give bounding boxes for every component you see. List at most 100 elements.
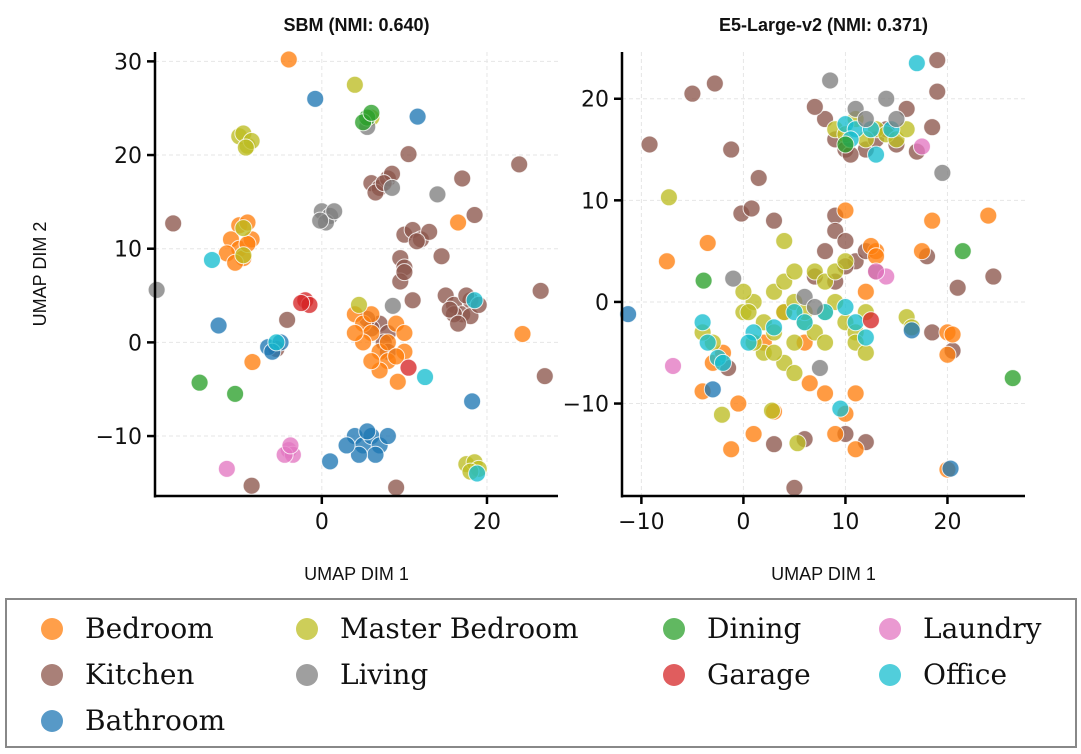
data-point	[867, 145, 886, 164]
data-point	[933, 163, 952, 182]
data-point	[795, 313, 814, 332]
data-point	[856, 282, 875, 301]
legend: Bedroom Kitchen Bathroom Master Bedroom Livi…	[5, 598, 1077, 748]
legend-marker	[663, 617, 685, 640]
x-tick-label: 10	[831, 510, 859, 535]
data-point	[513, 324, 532, 343]
data-point	[420, 222, 439, 241]
data-point	[432, 247, 451, 266]
data-point	[449, 213, 468, 232]
data-point	[923, 118, 942, 137]
legend-item-garage: Garage	[663, 658, 811, 691]
data-point	[938, 345, 957, 364]
data-point	[683, 84, 702, 103]
data-point	[428, 185, 447, 204]
data-point	[279, 50, 298, 69]
legend-marker	[879, 617, 901, 640]
series-master-bedroom	[230, 75, 488, 481]
series-living	[724, 71, 952, 377]
series-garage	[861, 311, 880, 330]
data-point	[358, 422, 377, 441]
data-point	[267, 333, 286, 352]
legend-marker	[663, 663, 685, 686]
data-point	[775, 231, 794, 250]
data-point	[234, 246, 253, 265]
data-point	[943, 325, 962, 344]
series-laundry	[217, 436, 302, 478]
data-point	[449, 314, 468, 333]
data-point	[705, 74, 724, 93]
data-point	[510, 155, 529, 174]
series-office	[202, 250, 487, 483]
data-point	[722, 440, 741, 459]
data-point	[465, 205, 484, 224]
data-point	[856, 343, 875, 362]
umap-comparison-chart: 0 20 −10 0 10 20 30 SBM (NMI: 0.640) UMAP DIM 1 U…	[30, 15, 1025, 584]
data-point	[744, 425, 763, 444]
legend-marker	[41, 709, 63, 732]
data-point	[453, 169, 472, 188]
series-bathroom	[619, 305, 960, 478]
legend-marker	[41, 663, 63, 686]
series-master-bedroom	[659, 110, 921, 453]
data-point	[785, 262, 804, 281]
legend-label: Office	[923, 658, 1008, 691]
y-tick-label: −10	[563, 393, 609, 418]
data-point	[785, 364, 804, 383]
data-point	[698, 333, 717, 352]
legend-item-kitchen: Kitchen	[41, 658, 194, 691]
x-tick-label: 0	[315, 510, 329, 535]
data-point	[765, 211, 784, 230]
legend-label: Master Bedroom	[340, 612, 579, 645]
data-point	[836, 135, 855, 154]
data-point	[242, 476, 261, 495]
data-point	[765, 343, 784, 362]
y-tick-label: −10	[96, 425, 142, 450]
y-tick-label: 20	[114, 144, 142, 169]
legend-item-living: Living	[296, 658, 428, 691]
data-point	[953, 242, 972, 261]
data-point	[762, 401, 781, 420]
legend-label: Garage	[707, 658, 811, 691]
data-point	[821, 71, 840, 90]
data-point	[836, 252, 855, 271]
data-point	[734, 282, 753, 301]
legend-item-laundry: Laundry	[879, 612, 1041, 645]
data-point	[657, 252, 676, 271]
data-point	[345, 75, 364, 94]
subplot-title: SBM (NMI: 0.640)	[283, 15, 429, 35]
data-point	[306, 89, 325, 108]
data-point	[867, 247, 886, 266]
series-dining	[190, 103, 381, 403]
data-point	[714, 353, 733, 372]
data-point	[325, 202, 344, 221]
data-point	[164, 214, 183, 233]
legend-marker	[296, 663, 318, 686]
data-point	[217, 459, 236, 478]
data-point	[226, 384, 245, 403]
subplot-1: 0 20 −10 0 10 20 30 SBM (NMI: 0.640) UMAP DIM 1 U…	[30, 15, 558, 584]
data-point	[659, 188, 678, 207]
data-point	[984, 267, 1003, 286]
legend-label: Kitchen	[85, 658, 195, 691]
data-point	[693, 313, 712, 332]
data-point	[810, 358, 829, 377]
y-axis-label: UMAP DIM 2	[30, 222, 50, 327]
data-point	[856, 110, 875, 129]
x-tick-label: −10	[618, 510, 664, 535]
data-point	[1003, 369, 1022, 388]
data-point	[387, 347, 406, 366]
data-point	[378, 333, 397, 352]
data-point	[846, 384, 865, 403]
data-point	[281, 436, 300, 455]
data-point	[902, 321, 921, 340]
data-point	[722, 140, 741, 159]
data-point	[800, 374, 819, 393]
legend-label: Laundry	[923, 612, 1042, 645]
data-point	[836, 231, 855, 250]
data-point	[816, 333, 835, 352]
x-tick-label: 20	[473, 510, 501, 535]
data-point	[190, 373, 209, 392]
data-point	[234, 219, 253, 238]
data-point	[836, 298, 855, 317]
